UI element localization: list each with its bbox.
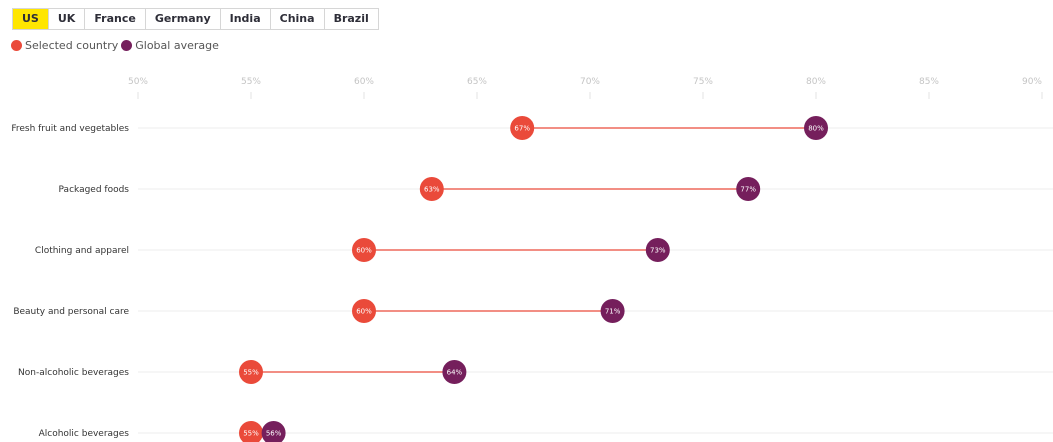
global-average-point (736, 177, 761, 201)
x-tick-label: 50% (128, 77, 148, 87)
category-label: Packaged foods (59, 185, 130, 195)
global-average-point (804, 116, 828, 140)
data-label: 56% (266, 430, 282, 438)
data-label: 71% (605, 308, 621, 316)
x-tick-label: 70% (580, 77, 600, 87)
category-label: Fresh fruit and vegetables (11, 124, 129, 134)
x-tick-label: 80% (806, 77, 826, 87)
legend-label-selected: Selected country (25, 39, 119, 52)
selected-country-point (352, 238, 376, 262)
category-label: Alcoholic beverages (39, 429, 130, 439)
data-label: 80% (808, 125, 824, 133)
global-average-point (600, 299, 625, 323)
global-average-point (261, 421, 286, 442)
tab-india[interactable]: India (220, 9, 271, 29)
tab-france[interactable]: France (85, 9, 146, 29)
selected-country-point (239, 421, 263, 442)
x-tick-label: 60% (354, 77, 374, 87)
tab-us[interactable]: US (13, 9, 49, 29)
legend-item-global: Global average (121, 39, 219, 52)
tab-germany[interactable]: Germany (145, 9, 221, 29)
category-label: Clothing and apparel (35, 246, 129, 256)
data-label: 60% (356, 308, 372, 316)
tab-brazil[interactable]: Brazil (324, 9, 378, 29)
category-label: Beauty and personal care (13, 307, 129, 317)
data-label: 63% (424, 186, 440, 194)
data-label: 60% (356, 247, 372, 255)
data-label: 73% (650, 247, 666, 255)
data-label: 55% (243, 430, 259, 438)
selected-country-point (510, 116, 535, 140)
legend-label-global: Global average (135, 39, 219, 52)
country-tabs: US UK France Germany India China Brazil (12, 8, 379, 30)
data-label: 64% (447, 369, 463, 377)
legend: Selected country Global average (11, 39, 222, 52)
legend-swatch-global (121, 40, 133, 51)
legend-item-selected: Selected country (11, 39, 118, 52)
data-label: 67% (514, 125, 530, 133)
legend-swatch-selected (11, 40, 22, 51)
global-average-point (645, 238, 670, 262)
tab-china[interactable]: China (270, 9, 325, 29)
global-average-point (442, 360, 467, 384)
selected-country-point (419, 177, 444, 201)
category-label: Non-alcoholic beverages (18, 368, 129, 378)
x-tick-label: 65% (467, 77, 487, 87)
x-tick-label: 75% (693, 77, 713, 87)
selected-country-point (352, 299, 376, 323)
data-label: 55% (243, 369, 259, 377)
selected-country-point (239, 360, 263, 384)
tab-uk[interactable]: UK (48, 9, 86, 29)
x-tick-label: 55% (241, 77, 261, 87)
data-label: 77% (740, 186, 756, 194)
x-tick-label: 85% (919, 77, 939, 87)
x-tick-label: 90% (1022, 77, 1042, 87)
